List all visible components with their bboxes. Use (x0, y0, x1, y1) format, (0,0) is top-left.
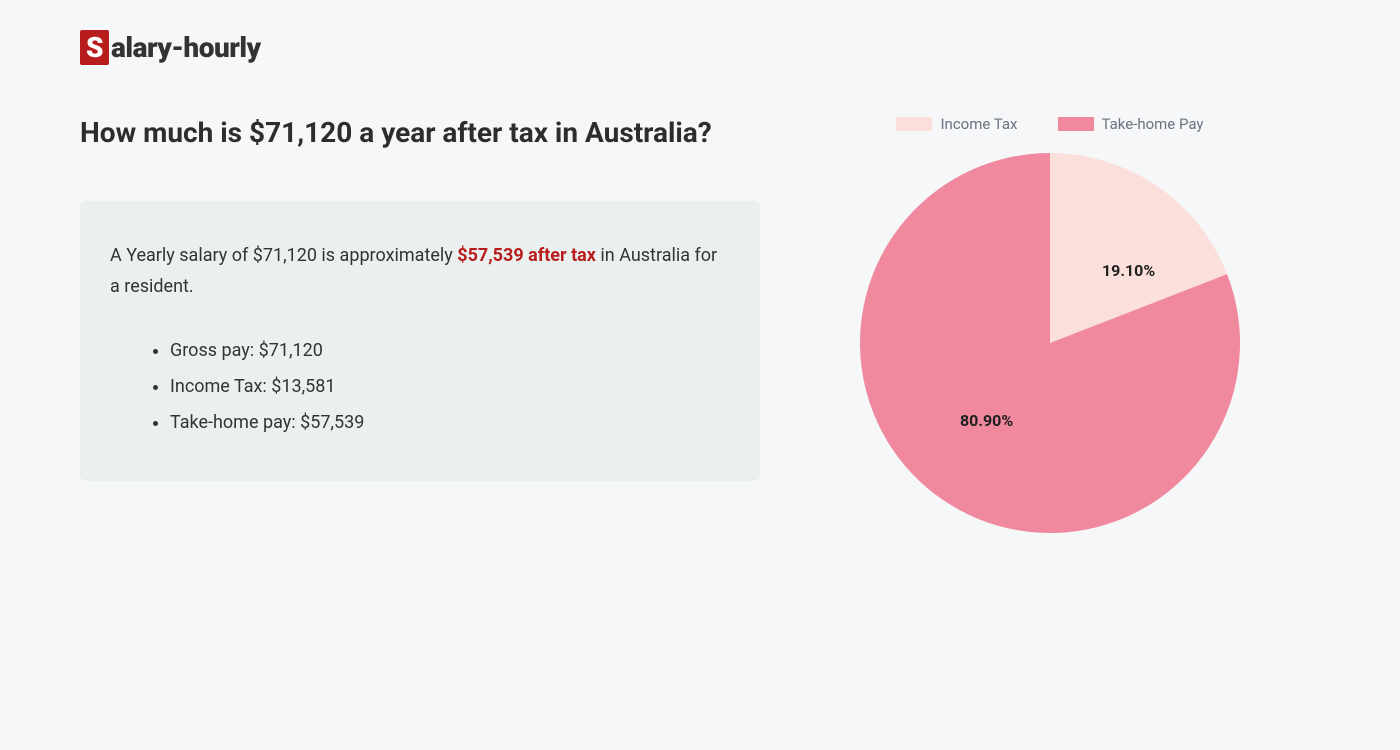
summary-text: A Yearly salary of $71,120 is approximat… (110, 241, 730, 302)
breakdown-list: Gross pay: $71,120 Income Tax: $13,581 T… (110, 333, 730, 441)
legend-item-tax: Income Tax (896, 115, 1017, 133)
list-item: Gross pay: $71,120 (170, 333, 730, 369)
legend-label: Income Tax (940, 115, 1017, 133)
text-panel: How much is $71,120 a year after tax in … (80, 115, 760, 481)
legend-item-takehome: Take-home Pay (1058, 115, 1204, 133)
summary-box: A Yearly salary of $71,120 is approximat… (80, 201, 760, 480)
pie-svg (860, 153, 1240, 533)
summary-highlight: $57,539 after tax (457, 245, 596, 266)
site-logo: S alary-hourly (80, 30, 1320, 65)
page-heading: How much is $71,120 a year after tax in … (80, 115, 760, 151)
logo-text: alary-hourly (111, 31, 261, 64)
chart-panel: Income Tax Take-home Pay 19.10% 80.90% (820, 115, 1280, 533)
slice-label-tax: 19.10% (1102, 261, 1155, 280)
main-content: How much is $71,120 a year after tax in … (80, 115, 1320, 533)
logo-letter: S (80, 30, 109, 65)
legend-swatch (1058, 117, 1094, 131)
chart-legend: Income Tax Take-home Pay (896, 115, 1203, 133)
list-item: Take-home pay: $57,539 (170, 405, 730, 441)
legend-swatch (896, 117, 932, 131)
legend-label: Take-home Pay (1102, 115, 1204, 133)
list-item: Income Tax: $13,581 (170, 369, 730, 405)
pie-chart: 19.10% 80.90% (860, 153, 1240, 533)
slice-label-takehome: 80.90% (960, 411, 1013, 430)
summary-prefix: A Yearly salary of $71,120 is approximat… (110, 245, 457, 266)
